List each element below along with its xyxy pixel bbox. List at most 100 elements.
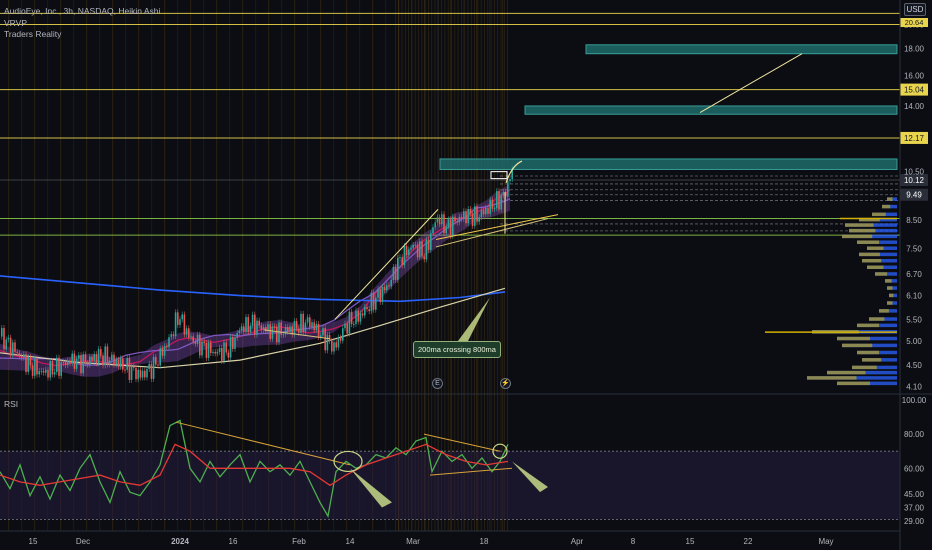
candle-body <box>445 226 447 234</box>
candle-body <box>227 352 230 358</box>
candle-body <box>416 244 419 258</box>
candle-body <box>38 371 40 375</box>
rsi-tick-label: 60.00 <box>904 464 925 473</box>
candle-body <box>42 370 45 373</box>
rsi-pane <box>0 419 900 520</box>
candle-body <box>251 314 254 326</box>
rsi-axis[interactable]: 100.00 80.00 60.00 45.00 37.00 29.00 <box>902 396 927 526</box>
candle-body <box>350 311 353 325</box>
candle-body <box>408 249 410 256</box>
candle-body <box>82 354 84 374</box>
indicator-vrvp-label[interactable]: VRVP <box>4 18 27 28</box>
currency-button[interactable]: USD <box>904 3 926 16</box>
candle-body <box>194 341 197 344</box>
candle-body <box>326 334 329 351</box>
candle-body <box>201 341 203 356</box>
resistance-zone <box>439 158 898 170</box>
volume-profile-bar-up <box>859 217 880 222</box>
candle-body <box>361 313 364 316</box>
candle-body <box>298 328 300 333</box>
earnings-event-marker[interactable]: E <box>432 378 443 389</box>
candles[interactable] <box>1 165 513 383</box>
candle-body <box>287 326 289 332</box>
volume-profile-bar-up <box>837 381 870 386</box>
candle-body <box>357 310 359 322</box>
rsi-circle-marker <box>492 443 508 459</box>
candle-body <box>58 357 60 376</box>
candle-body <box>152 356 155 379</box>
candle-body <box>102 355 104 366</box>
candle-body <box>161 348 164 356</box>
session-band <box>447 0 449 531</box>
rsi-tick-label: 37.00 <box>904 504 925 513</box>
session-band <box>60 0 62 531</box>
volume-profile-bar-up <box>869 317 885 321</box>
candle-body <box>441 214 443 225</box>
candle-body <box>452 216 454 236</box>
session-band <box>477 0 479 531</box>
price-axis[interactable]: 4.10 4.50 5.00 5.50 6.10 6.70 7.50 8.50 9.49 10.1… <box>900 18 928 391</box>
session-band <box>216 0 218 531</box>
price-tick-label: 6.10 <box>906 292 922 301</box>
time-tick-label: 2024 <box>171 537 189 546</box>
price-tick-label: 6.70 <box>906 270 922 279</box>
time-tick-label: 15 <box>686 537 695 546</box>
candle-body <box>212 351 214 353</box>
trendline-drawings[interactable] <box>263 53 803 341</box>
candle-body <box>280 322 282 335</box>
volume-profile-bar-up <box>867 246 884 250</box>
session-band <box>500 0 502 531</box>
candle-body <box>47 369 49 378</box>
candle-body <box>166 346 168 348</box>
session-band <box>242 0 244 531</box>
session-band <box>424 0 426 531</box>
candle-body <box>399 257 401 259</box>
price-tick-label: 7.50 <box>906 244 922 253</box>
session-band <box>421 0 423 531</box>
candle-body <box>179 319 181 325</box>
session-band <box>333 0 335 531</box>
candle-body <box>438 217 441 225</box>
symbol-legend[interactable]: AudioEye, Inc., 3h, NASDAQ, Heikin Ashi <box>4 6 161 16</box>
candle-body <box>414 244 417 246</box>
session-band <box>451 0 452 531</box>
price-tick-label: 8.50 <box>906 216 922 225</box>
annotation-callout[interactable]: 200ma crossing 800ma <box>413 341 501 358</box>
candle-body <box>454 216 456 222</box>
candle-body <box>45 369 47 373</box>
session-band <box>441 0 442 531</box>
candle-body <box>203 341 205 343</box>
candle-body <box>172 334 175 337</box>
time-axis[interactable]: 15 Dec 2024 16 Feb 14 Mar 18 Apr 8 15 22 May <box>29 537 834 546</box>
session-bands <box>8 0 508 531</box>
candle-body <box>502 191 505 196</box>
dividend-event-marker[interactable]: ⚡ <box>500 378 511 389</box>
horizontal-levels <box>0 12 900 236</box>
indicator-traders-reality-label[interactable]: Traders Reality <box>4 29 62 39</box>
candle-body <box>317 323 320 338</box>
session-band <box>203 0 205 531</box>
candle-body <box>60 362 62 376</box>
volume-profile-bar-up <box>857 240 879 244</box>
session-band <box>484 0 485 531</box>
candle-body <box>64 362 67 366</box>
candle-body <box>410 247 412 250</box>
candle-body <box>199 334 201 356</box>
candle-body <box>23 354 25 358</box>
candle-body <box>348 311 351 334</box>
candle-body <box>485 207 487 215</box>
session-band <box>47 0 49 531</box>
candle-body <box>67 360 69 366</box>
price-tick-label: 5.00 <box>906 337 922 346</box>
candle-body <box>111 354 113 361</box>
rsi-legend[interactable]: RSI <box>4 399 19 409</box>
candle-body <box>331 340 333 352</box>
candle-body <box>243 326 245 332</box>
candle-body <box>89 356 91 365</box>
time-tick-label: 22 <box>744 537 753 546</box>
candle-body <box>456 221 458 223</box>
volume-profile-bar-up <box>845 223 874 227</box>
candle-body <box>471 213 474 226</box>
ema-cloud <box>0 183 510 377</box>
